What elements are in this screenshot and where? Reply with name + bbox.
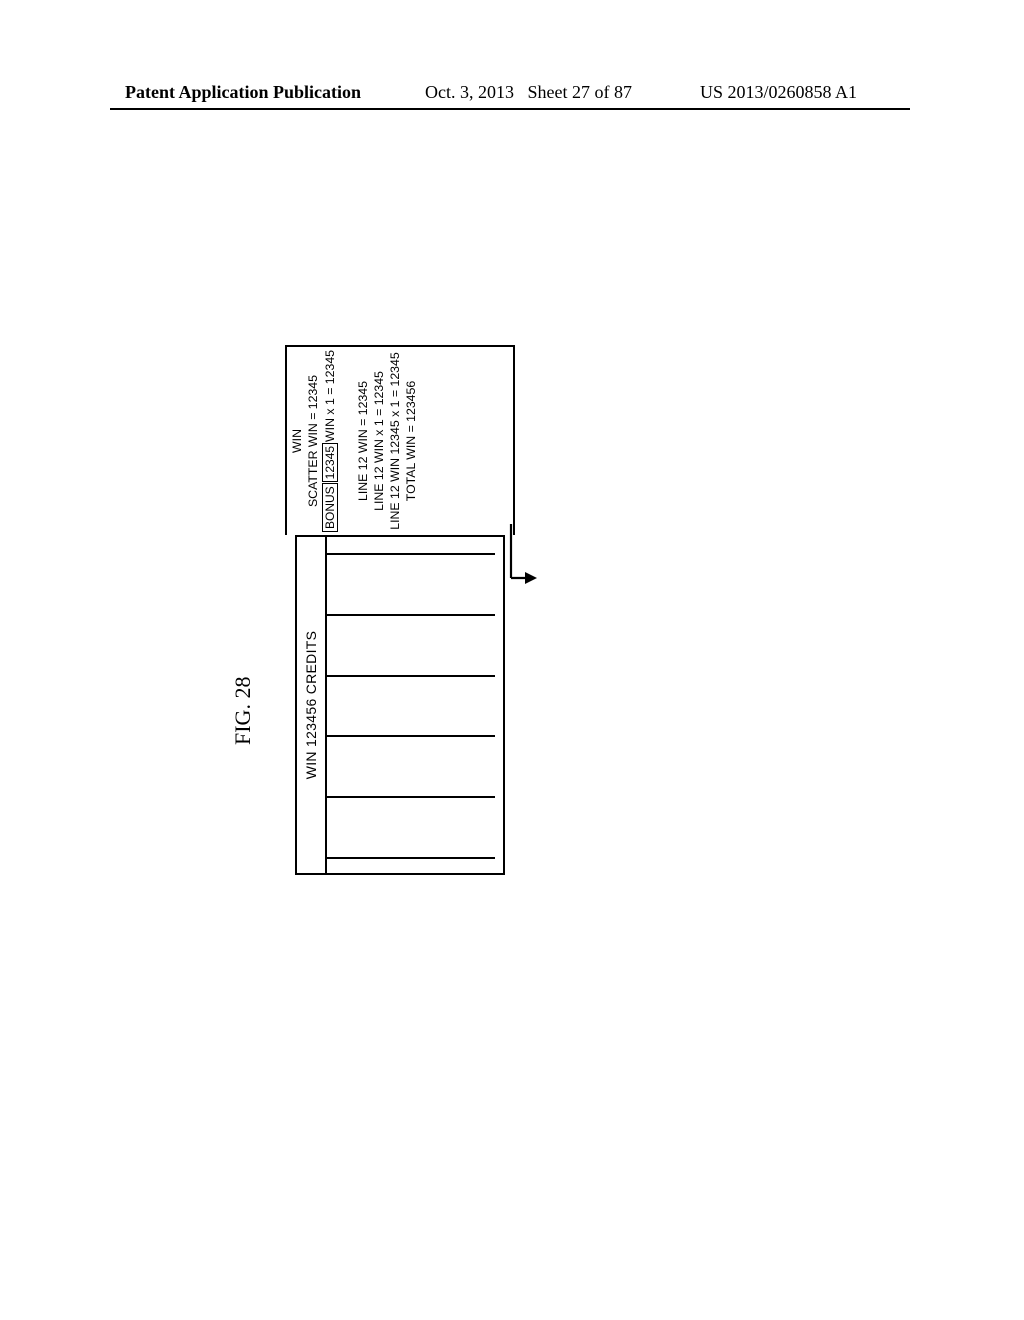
reel-margin-right <box>327 537 495 553</box>
header-date: Oct. 3, 2013 <box>425 82 514 102</box>
reel-column <box>327 735 495 796</box>
scatter-win-line: SCATTER WIN = 12345 <box>306 347 320 535</box>
total-win-line: TOTAL WIN = 123456 <box>404 347 418 535</box>
arrow-icon <box>503 523 539 586</box>
header-publication: Patent Application Publication <box>125 82 361 103</box>
bonus-value-box: 12345 <box>322 443 338 482</box>
bonus-label-box: BONUS <box>322 483 338 532</box>
header-sheet: Sheet 27 of 87 <box>528 82 632 102</box>
header-pubnumber: US 2013/0260858 A1 <box>700 82 857 103</box>
reel-column <box>327 796 495 857</box>
slot-win-credits-label: WIN 123456 CREDITS <box>297 537 325 873</box>
slot-reels <box>325 537 495 873</box>
figure-title: FIG. 28 <box>230 677 256 745</box>
header-rule <box>110 108 910 110</box>
line-win-3: LINE 12 WIN 12345 x 1 = 12345 <box>388 347 402 535</box>
spacer <box>338 347 354 535</box>
bonus-win-line: BONUS 12345 WIN x 1 = 12345 <box>322 347 338 535</box>
win-detail-box: WIN SCATTER WIN = 12345 BONUS 12345 WIN … <box>285 345 515 535</box>
reel-column <box>327 553 495 614</box>
reel-margin-left <box>327 857 495 873</box>
win-heading: WIN <box>290 347 304 535</box>
header-date-sheet: Oct. 3, 2013 Sheet 27 of 87 <box>425 82 632 103</box>
reel-column <box>327 675 495 736</box>
figure-28: FIG. 28 WIN 123456 CREDITS WIN SCATTER W… <box>265 535 675 875</box>
slot-display-box: WIN 123456 CREDITS <box>295 535 505 875</box>
line-win-2: LINE 12 WIN x 1 = 12345 <box>372 347 386 535</box>
line-win-1: LINE 12 WIN = 12345 <box>356 347 370 535</box>
bonus-rest: WIN x 1 = 12345 <box>323 350 337 442</box>
reel-column <box>327 614 495 675</box>
